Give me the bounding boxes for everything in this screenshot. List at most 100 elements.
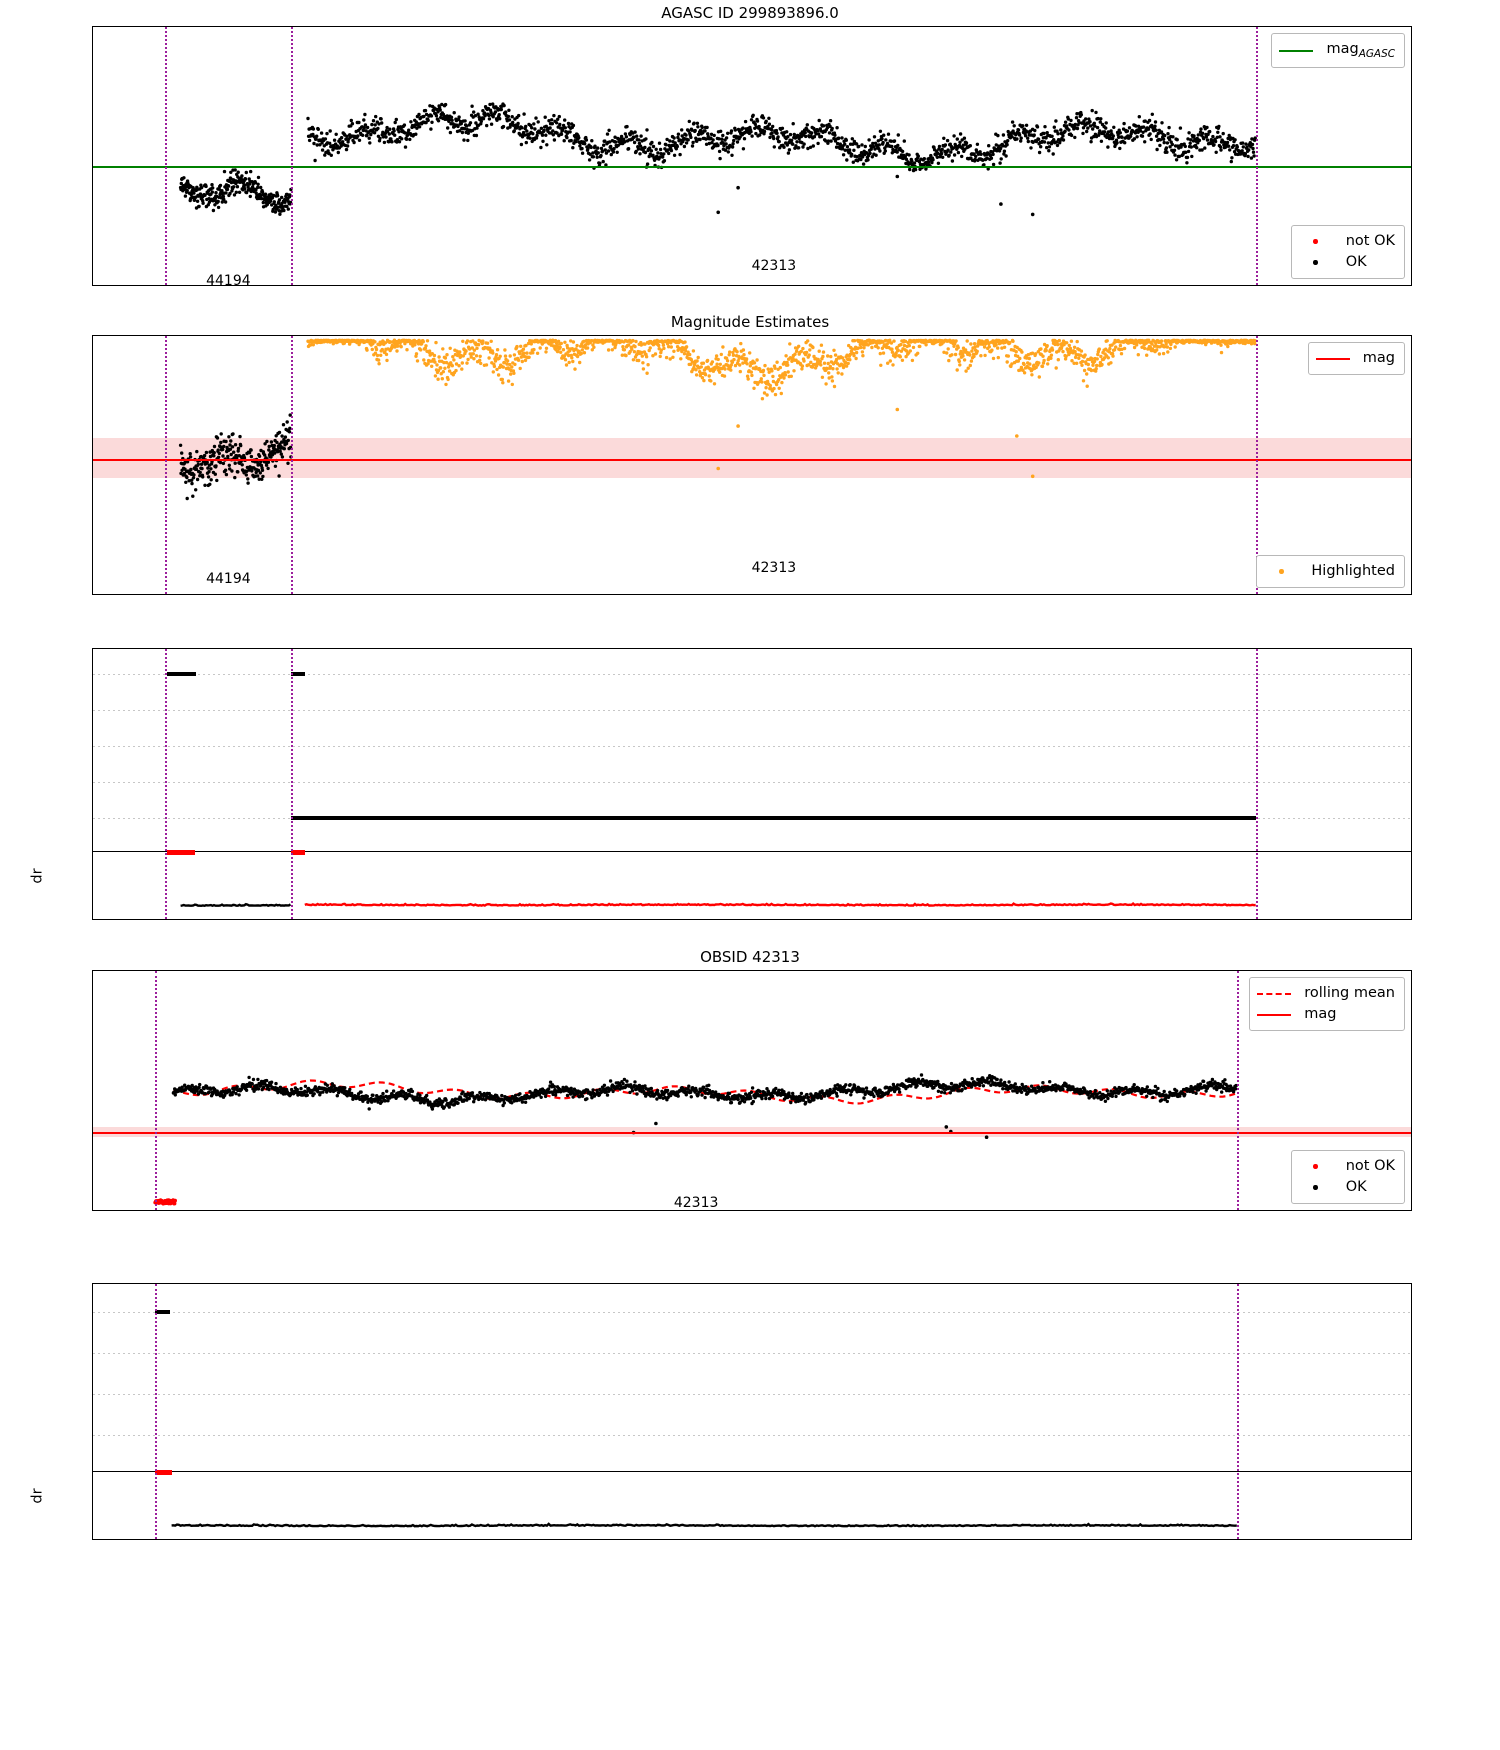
legend-panel-magnitude-estimates-lower-right: Highlighted [1256,554,1405,588]
obsid-divider [164,336,167,594]
dr-separator [93,1471,1411,1473]
flag-gridline [93,1312,1411,1314]
obsid-annotation: 42313 [673,1195,719,1211]
legend-swatch-marker [1299,1185,1333,1190]
obsid-annotation: 44194 [206,571,251,588]
legend-swatch-marker [1299,260,1333,265]
flag-gridline [93,710,1411,711]
mag-sigma-band [93,1127,1411,1137]
scatter-points [178,102,1257,217]
legend-panel-agasc-mag-upper-right: magAGASC [1271,33,1405,69]
obsid-divider [291,649,294,919]
legend-label: OK [1345,253,1367,270]
obsid-divider [1255,649,1258,919]
legend-entry: magAGASC [1279,39,1395,62]
x-tick-label: 1500 [664,1539,701,1540]
x-tick-label: 3000 [1334,1539,1371,1540]
obsid-divider [291,27,294,285]
flag-segment [291,672,305,677]
legend-label: mag [1362,350,1395,366]
legend-swatch-line [1279,49,1314,52]
legend-swatch-line [1315,357,1350,360]
legend-label: OK [1345,1178,1367,1195]
scatter-points [178,338,1257,501]
obsid-annotation: 42313 [751,560,797,577]
obsid-divider [1255,27,1258,285]
dr-trace [171,1522,1237,1528]
flag-gridline [93,781,1411,783]
obsid-annotation: 44194 [206,272,251,286]
obsid-divider [154,1284,157,1539]
panel-title: AGASC ID 299893896.0 [661,4,839,22]
legend-swatch-marker [1299,1164,1333,1169]
flag-segment [154,1310,170,1315]
flag-gridline [93,745,1411,747]
x-tick-mark [1129,1539,1130,1540]
x-tick-label: 2000 [888,1539,925,1540]
mag-agasc-line [93,165,1411,169]
dr-trace [180,902,1256,908]
legend-label: magAGASC [1326,41,1395,60]
x-tick-mark [682,1539,683,1540]
mag-line [93,458,1411,461]
legend-entry: OK [1299,1177,1395,1198]
axes-panel-magnitude-estimates: 0500100015002000250030005.805.815.825.83… [92,335,1412,595]
legend-panel-agasc-mag-lower-right: not OK OK [1290,224,1405,279]
flag-gridline [93,1393,1411,1395]
legend-swatch-line [1257,1013,1292,1016]
obsid-divider [164,27,167,285]
x-tick-mark [1352,1539,1353,1540]
axes-panel-obsid-42313: 500100015002000250030005.7755.8005.8255.… [92,970,1412,1211]
legend-label: Highlighted [1311,562,1395,579]
flag-segment [291,815,1256,820]
x-tick-mark [906,1539,907,1540]
flag-segment [167,672,196,677]
dr-separator [93,851,1411,853]
legend-swatch-marker [1299,239,1333,244]
obsid-divider [1236,1284,1239,1539]
legend-panel-obsid-42313-upper-right: rolling mean mag [1249,977,1405,1032]
flag-gridline [93,674,1411,676]
legend-entry: not OK [1299,1156,1395,1177]
flag-gridline [93,1353,1411,1355]
obsid-annotation: 42313 [751,258,797,275]
legend-entry: rolling mean [1257,983,1395,1004]
panel-title: OBSID 42313 [700,948,800,966]
legend-entry: Highlighted [1264,561,1395,582]
legend-entry: OK [1299,252,1395,273]
x-tick-mark [235,1539,236,1540]
obsid-divider [291,336,294,594]
legend-label: not OK [1345,1157,1395,1174]
legend-entry: mag [1315,348,1395,369]
mag-sigma-band [93,438,1411,479]
legend-entry: not OK [1299,231,1395,252]
legend-label: rolling mean [1304,985,1395,1001]
axes-panel-flags-obsid: 50010001500200025003000not Kalmannot tra… [92,1283,1412,1540]
x-tick-label: 1000 [441,1539,478,1540]
legend-panel-magnitude-estimates-upper-right: mag [1307,342,1405,376]
obsid-divider [154,971,157,1210]
dr-axis-label: dr [29,1488,46,1504]
mag-line [93,1132,1411,1135]
dr-saturated-segment [291,850,305,855]
legend-swatch-marker [1264,569,1298,574]
dr-saturated-segment [154,1470,172,1475]
flag-gridline [93,1434,1411,1436]
x-tick-mark [459,1539,460,1540]
obsid-divider [164,649,167,919]
legend-panel-obsid-42313-lower-right: not OK OK [1290,1149,1405,1204]
legend-swatch-dashed-line [1257,992,1292,995]
legend-label: not OK [1345,232,1395,249]
obsid-divider [1236,971,1239,1210]
x-tick-label: 500 [222,1539,250,1540]
x-tick-label: 2500 [1111,1539,1148,1540]
legend-entry: mag [1257,1004,1395,1025]
axes-panel-agasc-mag: 0500100015002000250030005.805.825.845.86… [92,26,1412,286]
dr-saturated-segment [166,850,195,855]
